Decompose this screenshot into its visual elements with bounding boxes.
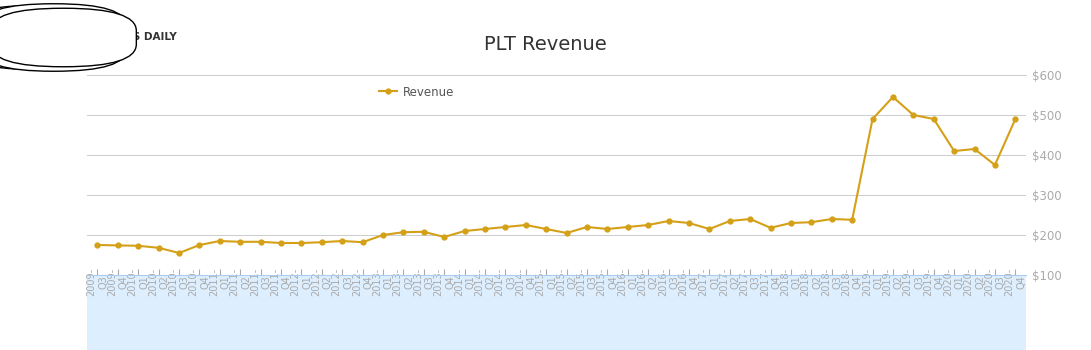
Revenue xyxy=(601,227,614,231)
Revenue xyxy=(927,117,940,121)
Text: PLT Revenue: PLT Revenue xyxy=(484,35,607,55)
Revenue xyxy=(784,221,798,225)
Revenue xyxy=(744,217,757,221)
FancyBboxPatch shape xyxy=(0,9,96,66)
Revenue xyxy=(1009,117,1022,121)
FancyBboxPatch shape xyxy=(0,4,127,71)
Revenue xyxy=(479,227,492,231)
Revenue xyxy=(825,217,838,221)
Revenue xyxy=(376,233,389,237)
Revenue xyxy=(519,223,532,227)
Revenue xyxy=(295,241,308,245)
Revenue xyxy=(111,243,124,247)
Revenue xyxy=(336,239,349,243)
FancyBboxPatch shape xyxy=(0,8,136,67)
Revenue xyxy=(662,219,675,223)
Revenue xyxy=(214,239,227,243)
Revenue xyxy=(948,149,961,153)
Revenue xyxy=(172,251,185,255)
Revenue xyxy=(193,243,206,247)
Revenue xyxy=(356,240,369,244)
Revenue xyxy=(988,163,1002,167)
FancyBboxPatch shape xyxy=(0,6,108,69)
Revenue xyxy=(886,95,899,99)
Revenue xyxy=(499,225,512,229)
Revenue xyxy=(437,235,451,239)
Revenue xyxy=(703,227,716,231)
Revenue xyxy=(683,221,696,225)
Revenue xyxy=(907,113,920,117)
Revenue xyxy=(152,246,165,250)
Revenue xyxy=(417,230,430,234)
Legend: Revenue: Revenue xyxy=(374,81,459,103)
Revenue xyxy=(540,227,553,231)
Revenue xyxy=(805,220,818,224)
Revenue xyxy=(642,223,655,227)
Revenue xyxy=(560,231,573,235)
Revenue xyxy=(397,230,410,234)
Revenue xyxy=(846,218,859,222)
Revenue xyxy=(580,225,594,229)
Revenue xyxy=(132,244,145,248)
Line: Revenue: Revenue xyxy=(95,94,1018,256)
Circle shape xyxy=(0,9,108,66)
Revenue xyxy=(621,225,634,229)
Revenue xyxy=(764,226,777,230)
Revenue xyxy=(254,240,267,244)
Revenue xyxy=(315,240,328,244)
Revenue xyxy=(275,241,288,245)
Revenue xyxy=(233,240,247,244)
Revenue xyxy=(723,219,736,223)
Revenue xyxy=(458,229,471,233)
Revenue xyxy=(866,117,879,121)
Revenue xyxy=(91,243,104,247)
FancyBboxPatch shape xyxy=(0,7,117,68)
Text: STOCK TRADERS DAILY: STOCK TRADERS DAILY xyxy=(44,33,177,42)
Revenue xyxy=(968,147,981,151)
Circle shape xyxy=(0,15,88,60)
